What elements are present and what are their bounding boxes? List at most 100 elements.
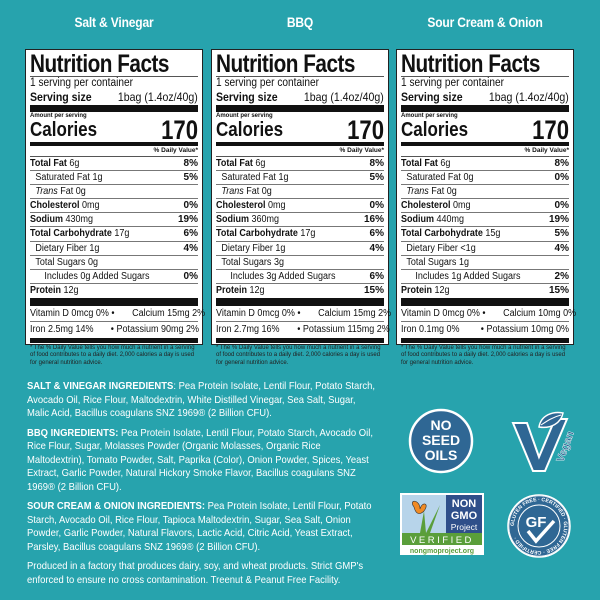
nutrient-daily-value: 19% xyxy=(177,214,198,226)
nutrient-list: Total Fat 6g 8% Saturated Fat 1g 5% Trans Fa… xyxy=(216,157,384,298)
calcium: Calcium 10mg 0% xyxy=(503,307,577,319)
nutrient-row: Total Sugars 1g xyxy=(401,256,569,270)
nutrient-list: Total Fat 6g 8% Saturated Fat 1g 5% Trans Fa… xyxy=(30,157,198,298)
nutrient-row: Total Carbohydrate 17g 6% xyxy=(30,227,198,242)
amount-per-serving: Amount per serving xyxy=(216,113,273,119)
serving-size-row: Serving size 1bag (1.4oz/40g) xyxy=(216,90,384,104)
gluten-free-certified-badge: GLUTEN FREE · CERTIFIED · GLUTEN FREE · … xyxy=(507,494,571,558)
nutrition-facts-title: Nutrition Facts xyxy=(30,50,169,78)
nutrient-name: Includes 1g Added Sugars xyxy=(415,270,521,282)
vitamin-d: Vitamin D 0mcg 0% • xyxy=(30,307,115,319)
daily-value-header: % Daily Value* xyxy=(401,147,569,157)
nutrient-name: Trans Fat 0g xyxy=(35,186,86,198)
vitamin-row: Vitamin D 0mcg 0% • Calcium 10mg 0% xyxy=(401,306,576,322)
nutrient-daily-value: 6% xyxy=(369,228,384,240)
vitamin-d: Vitamin D 0mcg 0% • xyxy=(216,307,301,319)
no-seed-oils-badge: NO SEED OILS xyxy=(408,408,474,474)
nutrient-row: Saturated Fat 1g 5% xyxy=(216,171,384,186)
nutrient-name: Sodium 440mg xyxy=(401,214,465,226)
nutrient-daily-value: 2% xyxy=(554,270,569,282)
nutrient-row: Sodium 430mg 19% xyxy=(30,213,198,228)
nutrient-row: Total Sugars 0g xyxy=(30,256,198,270)
nutrient-name: Trans Fat 0g xyxy=(406,186,457,198)
nutrient-row: Total Fat 6g 8% xyxy=(216,157,384,172)
nutrient-daily-value: 0% xyxy=(554,200,569,212)
nutrient-name: Saturated Fat 0g xyxy=(406,172,474,184)
butterfly-icon xyxy=(412,500,427,514)
svg-text:SEED: SEED xyxy=(422,432,460,448)
nutrient-name: Protein 12g xyxy=(401,284,450,296)
flavor-title-sour-cream-onion: Sour Cream & Onion xyxy=(427,14,543,30)
calories-value: 170 xyxy=(347,115,384,145)
nutrient-row: Cholesterol 0mg 0% xyxy=(401,199,569,214)
nutrient-list: Total Fat 6g 8% Saturated Fat 0g 0% Trans Fa… xyxy=(401,157,569,298)
svg-text:Project: Project xyxy=(451,522,478,532)
nutrient-row: Includes 1g Added Sugars 2% xyxy=(401,270,569,284)
svg-text:nongmoproject.org: nongmoproject.org xyxy=(410,548,474,555)
vitamin-row: Vitamin D 0mcg 0% • Calcium 15mg 2% xyxy=(30,306,205,322)
nutrient-name: Total Fat 6g xyxy=(216,158,266,169)
potassium: • Potassium 10mg 0% xyxy=(480,323,569,335)
grass-icon xyxy=(420,505,440,533)
nutrient-daily-value: 5% xyxy=(554,228,569,240)
nutrient-name: Saturated Fat 1g xyxy=(221,172,289,184)
checkmark-icon xyxy=(526,519,556,544)
nutrient-name: Trans Fat 0g xyxy=(221,186,272,198)
potassium: • Potassium 115mg 2% xyxy=(296,323,390,335)
daily-value-header: % Daily Value* xyxy=(216,147,384,157)
nutrient-row: Sodium 440mg 19% xyxy=(401,213,569,228)
calories-label: Calories xyxy=(30,119,98,141)
calories-label: Calories xyxy=(216,119,284,141)
flavor-title-bbq: BBQ xyxy=(286,14,314,30)
vegan-badge: Vegan xyxy=(511,411,575,472)
nutrient-daily-value: 0% xyxy=(554,172,569,184)
nutrient-row: Saturated Fat 0g 0% xyxy=(401,171,569,186)
serving-size-row: Serving size 1bag (1.4oz/40g) xyxy=(30,90,198,104)
iron: Iron 2.5mg 14% xyxy=(30,323,94,335)
nutrient-daily-value: 6% xyxy=(183,228,198,240)
nutrient-name: Protein 12g xyxy=(216,284,265,296)
nutrient-name: Cholesterol 0mg xyxy=(30,200,100,212)
serving-size-label: Serving size xyxy=(216,90,278,104)
nutrient-row: Includes 0g Added Sugars 0% xyxy=(30,270,198,284)
daily-value-footnote: * The % Daily Value tells you how much a… xyxy=(401,344,566,366)
nutrient-name: Sodium 360mg xyxy=(216,214,280,226)
calories-row: Calories 170 xyxy=(30,117,198,144)
nutrient-row: Total Sugars 3g xyxy=(216,256,384,270)
nutrient-row: Protein 12g xyxy=(30,284,198,298)
mineral-row: Iron 2.7mg 16% • Potassium 115mg 2% xyxy=(216,322,389,338)
non-gmo-verified-badge: NON GMO Project VERIFIED nongmoproject.o… xyxy=(400,493,484,555)
amount-per-serving: Amount per serving xyxy=(30,113,87,119)
nutrient-daily-value: 4% xyxy=(369,242,384,254)
nutrient-daily-value: 0% xyxy=(369,200,384,212)
servings-per-container: 1 serving per container xyxy=(30,77,133,89)
nutrient-name: Total Sugars 0g xyxy=(35,256,98,268)
nutrient-row: Total Carbohydrate 15g 5% xyxy=(401,227,569,242)
nutrient-row: Dietary Fiber 1g 4% xyxy=(30,242,198,256)
nutrient-row: Total Carbohydrate 17g 6% xyxy=(216,227,384,242)
nutrition-label-bbq: Nutrition Facts 1 serving per container … xyxy=(211,49,391,366)
mineral-row: Iron 0.1mg 0% • Potassium 10mg 0% xyxy=(401,322,569,338)
ingredients-salt-vinegar: SALT & VINEGAR INGREDIENTS: Pea Protein … xyxy=(27,380,376,419)
nutrient-row: Total Fat 6g 8% xyxy=(30,157,198,172)
nutrition-facts-title: Nutrition Facts xyxy=(216,50,355,78)
allergen-statement: Produced in a factory that produces dair… xyxy=(27,560,364,586)
nutrient-daily-value: 4% xyxy=(554,242,569,254)
daily-value-footnote: * The % Daily Value tells you how much a… xyxy=(216,344,381,366)
nutrient-row: Total Fat 6g 8% xyxy=(401,157,569,172)
iron: Iron 0.1mg 0% xyxy=(401,323,460,335)
nutrient-daily-value: 0% xyxy=(183,200,198,212)
nutrient-daily-value: 4% xyxy=(183,242,198,254)
vitamin-row: Vitamin D 0mcg 0% • Calcium 15mg 2% xyxy=(216,306,391,322)
nutrient-row: Trans Fat 0g xyxy=(216,185,384,200)
svg-text:VERIFIED: VERIFIED xyxy=(410,535,474,546)
serving-size-value: 1bag (1.4oz/40g) xyxy=(118,90,198,104)
serving-size-row: Serving size 1bag (1.4oz/40g) xyxy=(401,90,569,104)
nutrient-row: Trans Fat 0g xyxy=(30,185,198,200)
nutrient-row: Dietary Fiber 1g 4% xyxy=(216,242,384,256)
nutrient-name: Dietary Fiber 1g xyxy=(221,242,286,254)
ingredients-section: SALT & VINEGAR INGREDIENTS: Pea Protein … xyxy=(27,380,377,587)
nutrient-name: Total Fat 6g xyxy=(401,158,451,169)
servings-per-container: 1 serving per container xyxy=(216,77,319,89)
nutrient-name: Includes 3g Added Sugars xyxy=(230,270,336,282)
